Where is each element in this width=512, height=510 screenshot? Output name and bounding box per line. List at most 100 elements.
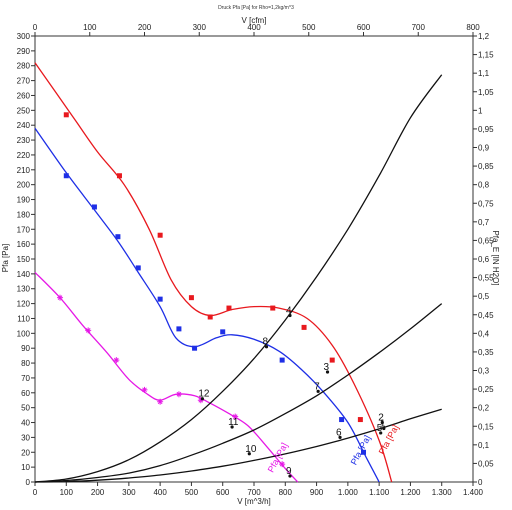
- y-tick-label: 80: [21, 359, 30, 368]
- x-tick-label: 1.400: [463, 488, 484, 497]
- fan-curve-2: [34, 271, 299, 483]
- data-point-marker: [232, 413, 239, 420]
- y-tick-label: 10: [21, 463, 30, 472]
- y-right-tick-label: 0,9: [478, 144, 490, 153]
- y-tick-label: 180: [17, 210, 31, 219]
- x-top-tick-label: 100: [83, 23, 97, 32]
- operating-point-dot: [200, 397, 204, 401]
- operating-point-dot: [316, 389, 320, 393]
- operating-point-label: 6: [336, 427, 342, 438]
- data-point-marker: [207, 314, 213, 320]
- marker-stroke: [57, 295, 63, 301]
- operating-point-dot: [382, 426, 386, 431]
- operating-point-dot: [288, 474, 292, 478]
- y-right-tick-label: 0,65: [478, 236, 494, 245]
- y-tick-label: 50: [21, 404, 30, 413]
- y-tick-label: 200: [17, 181, 31, 190]
- data-point-marker: [113, 357, 120, 364]
- data-point-marker: [301, 324, 307, 330]
- y-right-tick-label: 0,2: [478, 404, 490, 413]
- y-tick-label: 280: [17, 62, 31, 71]
- y-right-tick-label: 1,2: [478, 32, 490, 41]
- operating-point-dot: [264, 345, 269, 349]
- y-right-tick-label: 0,8: [478, 181, 490, 190]
- operating-point-dot: [338, 435, 342, 439]
- y-tick-label: 60: [21, 389, 30, 398]
- y-tick-label: 160: [17, 240, 31, 249]
- marker-stroke: [279, 461, 285, 467]
- y-tick-label: 150: [17, 255, 31, 264]
- data-point-marker: [279, 357, 285, 363]
- x-tick-label: 700: [247, 488, 261, 497]
- operating-point-label: 12: [198, 389, 210, 400]
- data-point-marker: [157, 296, 163, 302]
- y-tick-label: 30: [21, 433, 30, 442]
- y-right-tick-label: 0,95: [478, 125, 494, 134]
- operating-point-label: 9: [286, 466, 292, 477]
- y-right-tick-label: 0,5: [478, 292, 490, 301]
- x-top-tick-label: 800: [466, 23, 480, 32]
- x-top-tick-label: 400: [247, 23, 261, 32]
- operating-point-dot: [325, 370, 330, 374]
- data-point-marker: [85, 327, 92, 334]
- data-point-marker: [63, 173, 69, 179]
- operating-point-label: 4: [286, 305, 292, 316]
- plot-frame: [34, 35, 474, 483]
- y-tick-label: 230: [17, 136, 31, 145]
- x-top-tick-label: 200: [138, 23, 152, 32]
- y-right-tick-label: 0,25: [478, 385, 494, 394]
- data-point-marker: [115, 234, 121, 240]
- y-right-tick-label: 1,15: [478, 51, 494, 60]
- data-point-marker: [361, 449, 366, 455]
- data-point-marker: [188, 295, 194, 301]
- y-right-tick-label: 0,05: [478, 459, 494, 468]
- system-curve-4: [34, 303, 443, 483]
- operating-point-label: 2: [378, 413, 384, 424]
- y-right-tick-label: 0,7: [478, 218, 490, 227]
- data-point-marker: [220, 329, 226, 335]
- operating-point-dot: [380, 420, 384, 425]
- fan-curve-1: [34, 127, 380, 483]
- data-point-marker: [141, 386, 148, 393]
- data-point-marker: [57, 294, 64, 301]
- y-right-tick-label: 0,15: [478, 422, 494, 431]
- data-point-marker: [135, 265, 141, 271]
- data-point-marker: [339, 417, 345, 423]
- x-tick-label: 800: [279, 488, 293, 497]
- data-point-marker: [63, 112, 69, 118]
- data-point-marker: [279, 461, 286, 468]
- fan-curve-0: [34, 62, 393, 483]
- y-right-tick-label: 0: [478, 478, 483, 487]
- y-axis-title: Pfa [Pa]: [1, 244, 10, 272]
- system-curve-3: [34, 74, 443, 483]
- y-right-tick-label: 1,05: [478, 88, 494, 97]
- data-point-marker: [157, 398, 164, 405]
- operating-point-label: 7: [314, 381, 320, 392]
- x-tick-label: 500: [185, 488, 199, 497]
- data-point-marker: [116, 173, 122, 179]
- data-point-marker: [175, 391, 182, 398]
- x-tick-label: 1.200: [400, 488, 421, 497]
- x-tick-label: 200: [91, 488, 105, 497]
- x-top-tick-label: 600: [357, 23, 371, 32]
- y-tick-label: 120: [17, 300, 31, 309]
- data-point-marker: [176, 326, 182, 332]
- y-right-tick-label: 0,75: [478, 199, 494, 208]
- y-tick-label: 40: [21, 419, 30, 428]
- y-right-tick-label: 0,45: [478, 311, 494, 320]
- operating-point-dot: [247, 452, 251, 456]
- y-tick-label: 270: [17, 77, 31, 86]
- x-tick-label: 100: [60, 488, 74, 497]
- operating-point-label: 5: [377, 423, 383, 434]
- y-tick-label: 170: [17, 225, 31, 234]
- y-tick-label: 100: [17, 329, 31, 338]
- x-axis-title: V [m^3/h]: [237, 497, 271, 506]
- y-tick-label: 20: [21, 448, 30, 457]
- x-tick-label: 1.300: [432, 488, 453, 497]
- y-right-tick-label: 1: [478, 106, 483, 115]
- data-point-marker: [157, 232, 163, 238]
- data-point-marker: [357, 417, 363, 423]
- x-tick-label: 600: [216, 488, 230, 497]
- data-point-marker: [226, 305, 232, 311]
